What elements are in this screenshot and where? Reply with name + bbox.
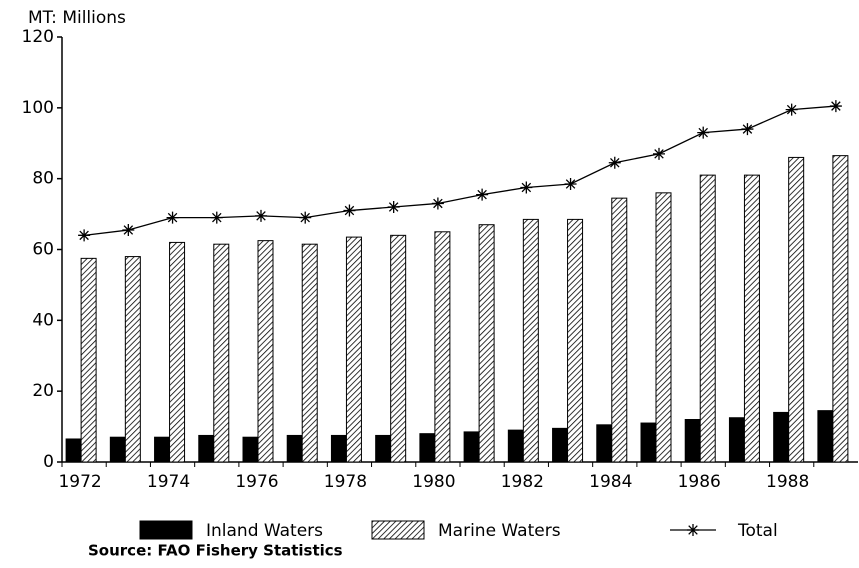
bar [478,224,495,463]
total-marker [122,224,135,237]
total-marker [299,211,312,224]
bar [124,256,141,463]
total-marker [343,204,356,217]
bar [198,434,215,463]
x-tick-label: 1974 [147,472,190,492]
legend-label: Inland Waters [206,521,323,541]
x-tick-label: 1984 [589,472,632,492]
bar [242,436,259,463]
bar [507,429,524,463]
bar [611,197,628,463]
legend-label: Total [737,521,778,541]
y-tick-label: 60 [32,240,54,260]
x-tick-label: 1986 [678,472,721,492]
legend-swatch [371,520,425,540]
bar [80,257,97,463]
bar [655,192,672,463]
bar [257,240,274,463]
total-marker [255,209,267,222]
bar [375,434,392,463]
bar [301,243,318,463]
bar [522,218,539,463]
bar [699,174,716,463]
bar [640,422,657,463]
y-axis-label: MT: Millions [28,8,126,28]
total-marker [431,197,444,210]
legend-marker [687,524,699,536]
total-marker [166,211,179,224]
bar [552,427,569,463]
bar [743,174,760,463]
x-tick-label: 1980 [412,472,455,492]
y-tick-label: 100 [22,98,54,118]
bar [286,434,303,463]
total-marker [210,211,223,224]
bar [434,231,451,463]
bar [213,243,230,463]
bar [345,236,362,463]
total-marker [653,147,665,160]
total-marker [697,126,710,139]
y-tick-label: 20 [32,381,54,401]
bar [154,436,171,463]
bar [65,438,82,463]
source: Source: FAO Fishery Statistics [88,542,343,560]
total-marker [520,181,533,194]
y-tick-label: 40 [32,310,54,330]
x-tick-label: 1988 [766,472,809,492]
total-marker [387,201,400,213]
bar [788,156,805,463]
bar [596,424,613,463]
x-tick-label: 1978 [324,472,367,492]
bar [832,155,849,463]
total-line [84,105,836,236]
bar [419,433,436,463]
total-marker [741,123,754,136]
total-marker [476,188,489,201]
bar [728,417,745,463]
y-tick-label: 120 [22,27,54,47]
bar [567,218,584,463]
bar [684,419,701,463]
bar [390,234,407,463]
bar [330,434,347,463]
legend-swatch [139,520,193,540]
legend-label: Marine Waters [438,521,561,541]
y-tick-label: 80 [32,169,54,189]
bar [109,436,126,463]
bar [169,241,186,463]
bar [817,410,834,463]
total-marker [564,177,577,190]
x-tick-label: 1976 [235,472,278,492]
y-tick-label: 0 [43,452,54,472]
x-tick-label: 1972 [58,472,101,492]
x-tick-label: 1982 [501,472,544,492]
bar [773,411,790,463]
bar [463,431,480,463]
total-marker [78,229,91,242]
total-marker [785,103,798,116]
total-marker [829,100,842,113]
total-marker [608,156,621,169]
